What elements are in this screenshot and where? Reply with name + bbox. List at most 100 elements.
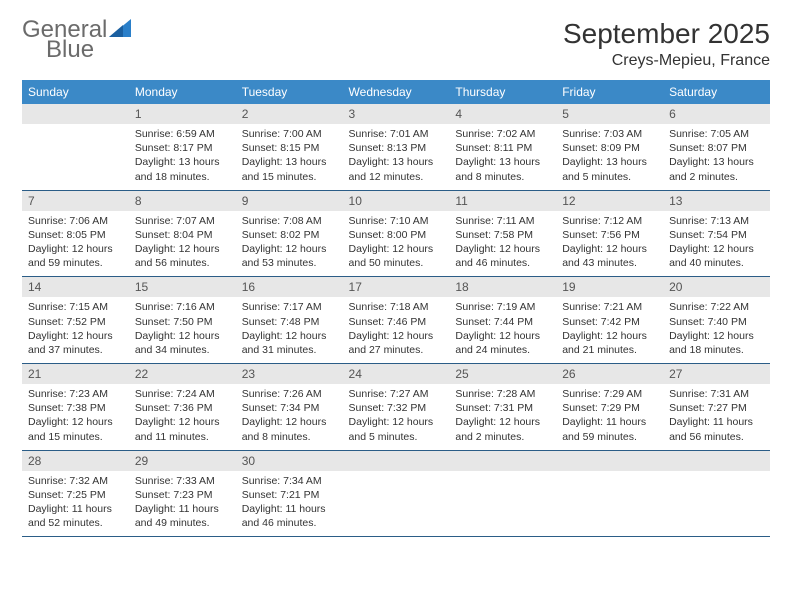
day-details: Sunrise: 7:33 AMSunset: 7:23 PMDaylight:… (129, 471, 236, 537)
day-details: Sunrise: 7:31 AMSunset: 7:27 PMDaylight:… (663, 384, 770, 450)
day-number: 4 (449, 104, 556, 124)
header: General Blue September 2025 Creys-Mepieu… (22, 18, 770, 70)
day-details: Sunrise: 7:21 AMSunset: 7:42 PMDaylight:… (556, 297, 663, 363)
sunset-text: Sunset: 8:13 PM (349, 141, 444, 155)
sunset-text: Sunset: 8:02 PM (242, 228, 337, 242)
sunrise-text: Sunrise: 7:33 AM (135, 474, 230, 488)
day-number: 20 (663, 277, 770, 297)
day-cell: 27Sunrise: 7:31 AMSunset: 7:27 PMDayligh… (663, 364, 770, 451)
sunset-text: Sunset: 7:29 PM (562, 401, 657, 415)
day-cell: 2Sunrise: 7:00 AMSunset: 8:15 PMDaylight… (236, 104, 343, 190)
sunset-text: Sunset: 7:36 PM (135, 401, 230, 415)
day-number: 17 (343, 277, 450, 297)
day-number: 6 (663, 104, 770, 124)
day-number: 14 (22, 277, 129, 297)
day-number: 24 (343, 364, 450, 384)
day-details: Sunrise: 7:11 AMSunset: 7:58 PMDaylight:… (449, 211, 556, 277)
logo: General Blue (22, 18, 131, 62)
day-number: 21 (22, 364, 129, 384)
day-cell (556, 450, 663, 537)
day-details: Sunrise: 7:08 AMSunset: 8:02 PMDaylight:… (236, 211, 343, 277)
day-cell: 21Sunrise: 7:23 AMSunset: 7:38 PMDayligh… (22, 364, 129, 451)
daylight-text: Daylight: 11 hours and 49 minutes. (135, 502, 230, 530)
daylight-text: Daylight: 11 hours and 52 minutes. (28, 502, 123, 530)
sunset-text: Sunset: 7:44 PM (455, 315, 550, 329)
sunrise-text: Sunrise: 7:32 AM (28, 474, 123, 488)
day-details: Sunrise: 7:29 AMSunset: 7:29 PMDaylight:… (556, 384, 663, 450)
day-cell: 5Sunrise: 7:03 AMSunset: 8:09 PMDaylight… (556, 104, 663, 190)
daylight-text: Daylight: 12 hours and 37 minutes. (28, 329, 123, 357)
day-number: 10 (343, 191, 450, 211)
sunset-text: Sunset: 7:27 PM (669, 401, 764, 415)
day-cell: 3Sunrise: 7:01 AMSunset: 8:13 PMDaylight… (343, 104, 450, 190)
sunrise-text: Sunrise: 7:34 AM (242, 474, 337, 488)
sunrise-text: Sunrise: 7:26 AM (242, 387, 337, 401)
day-number: 26 (556, 364, 663, 384)
sunset-text: Sunset: 7:34 PM (242, 401, 337, 415)
day-cell (343, 450, 450, 537)
sunset-text: Sunset: 8:04 PM (135, 228, 230, 242)
day-number: 11 (449, 191, 556, 211)
day-header: Tuesday (236, 80, 343, 104)
sunrise-text: Sunrise: 7:11 AM (455, 214, 550, 228)
day-cell: 24Sunrise: 7:27 AMSunset: 7:32 PMDayligh… (343, 364, 450, 451)
day-cell: 12Sunrise: 7:12 AMSunset: 7:56 PMDayligh… (556, 190, 663, 277)
daylight-text: Daylight: 13 hours and 15 minutes. (242, 155, 337, 183)
sunrise-text: Sunrise: 7:28 AM (455, 387, 550, 401)
sunrise-text: Sunrise: 7:10 AM (349, 214, 444, 228)
day-number: 27 (663, 364, 770, 384)
daylight-text: Daylight: 12 hours and 43 minutes. (562, 242, 657, 270)
day-details: Sunrise: 7:15 AMSunset: 7:52 PMDaylight:… (22, 297, 129, 363)
sunrise-text: Sunrise: 7:01 AM (349, 127, 444, 141)
daylight-text: Daylight: 13 hours and 8 minutes. (455, 155, 550, 183)
day-cell: 11Sunrise: 7:11 AMSunset: 7:58 PMDayligh… (449, 190, 556, 277)
title-block: September 2025 Creys-Mepieu, France (563, 18, 770, 70)
daylight-text: Daylight: 12 hours and 21 minutes. (562, 329, 657, 357)
daylight-text: Daylight: 12 hours and 27 minutes. (349, 329, 444, 357)
day-details: Sunrise: 7:10 AMSunset: 8:00 PMDaylight:… (343, 211, 450, 277)
day-details: Sunrise: 7:01 AMSunset: 8:13 PMDaylight:… (343, 124, 450, 190)
daylight-text: Daylight: 12 hours and 59 minutes. (28, 242, 123, 270)
day-details: Sunrise: 7:34 AMSunset: 7:21 PMDaylight:… (236, 471, 343, 537)
daylight-text: Daylight: 11 hours and 59 minutes. (562, 415, 657, 443)
day-details: Sunrise: 7:07 AMSunset: 8:04 PMDaylight:… (129, 211, 236, 277)
sunrise-text: Sunrise: 7:07 AM (135, 214, 230, 228)
daylight-text: Daylight: 12 hours and 40 minutes. (669, 242, 764, 270)
sunset-text: Sunset: 7:46 PM (349, 315, 444, 329)
day-details: Sunrise: 7:28 AMSunset: 7:31 PMDaylight:… (449, 384, 556, 450)
sunrise-text: Sunrise: 7:16 AM (135, 300, 230, 314)
sunrise-text: Sunrise: 6:59 AM (135, 127, 230, 141)
day-number (663, 451, 770, 471)
day-number: 15 (129, 277, 236, 297)
day-details: Sunrise: 7:17 AMSunset: 7:48 PMDaylight:… (236, 297, 343, 363)
logo-triangle-icon (109, 19, 131, 42)
day-cell: 8Sunrise: 7:07 AMSunset: 8:04 PMDaylight… (129, 190, 236, 277)
sunrise-text: Sunrise: 7:29 AM (562, 387, 657, 401)
day-cell: 10Sunrise: 7:10 AMSunset: 8:00 PMDayligh… (343, 190, 450, 277)
day-cell: 16Sunrise: 7:17 AMSunset: 7:48 PMDayligh… (236, 277, 343, 364)
sunrise-text: Sunrise: 7:02 AM (455, 127, 550, 141)
daylight-text: Daylight: 13 hours and 5 minutes. (562, 155, 657, 183)
day-cell: 23Sunrise: 7:26 AMSunset: 7:34 PMDayligh… (236, 364, 343, 451)
day-cell: 22Sunrise: 7:24 AMSunset: 7:36 PMDayligh… (129, 364, 236, 451)
day-cell: 17Sunrise: 7:18 AMSunset: 7:46 PMDayligh… (343, 277, 450, 364)
day-details: Sunrise: 6:59 AMSunset: 8:17 PMDaylight:… (129, 124, 236, 190)
sunset-text: Sunset: 7:23 PM (135, 488, 230, 502)
location: Creys-Mepieu, France (563, 52, 770, 70)
sunrise-text: Sunrise: 7:31 AM (669, 387, 764, 401)
day-details: Sunrise: 7:24 AMSunset: 7:36 PMDaylight:… (129, 384, 236, 450)
day-number: 16 (236, 277, 343, 297)
day-cell: 6Sunrise: 7:05 AMSunset: 8:07 PMDaylight… (663, 104, 770, 190)
sunrise-text: Sunrise: 7:27 AM (349, 387, 444, 401)
day-header: Saturday (663, 80, 770, 104)
week-row: 28Sunrise: 7:32 AMSunset: 7:25 PMDayligh… (22, 450, 770, 537)
day-number (22, 104, 129, 124)
sunrise-text: Sunrise: 7:24 AM (135, 387, 230, 401)
day-details: Sunrise: 7:22 AMSunset: 7:40 PMDaylight:… (663, 297, 770, 363)
daylight-text: Daylight: 11 hours and 46 minutes. (242, 502, 337, 530)
sunrise-text: Sunrise: 7:22 AM (669, 300, 764, 314)
day-cell: 13Sunrise: 7:13 AMSunset: 7:54 PMDayligh… (663, 190, 770, 277)
day-number: 19 (556, 277, 663, 297)
day-details: Sunrise: 7:23 AMSunset: 7:38 PMDaylight:… (22, 384, 129, 450)
daylight-text: Daylight: 13 hours and 18 minutes. (135, 155, 230, 183)
